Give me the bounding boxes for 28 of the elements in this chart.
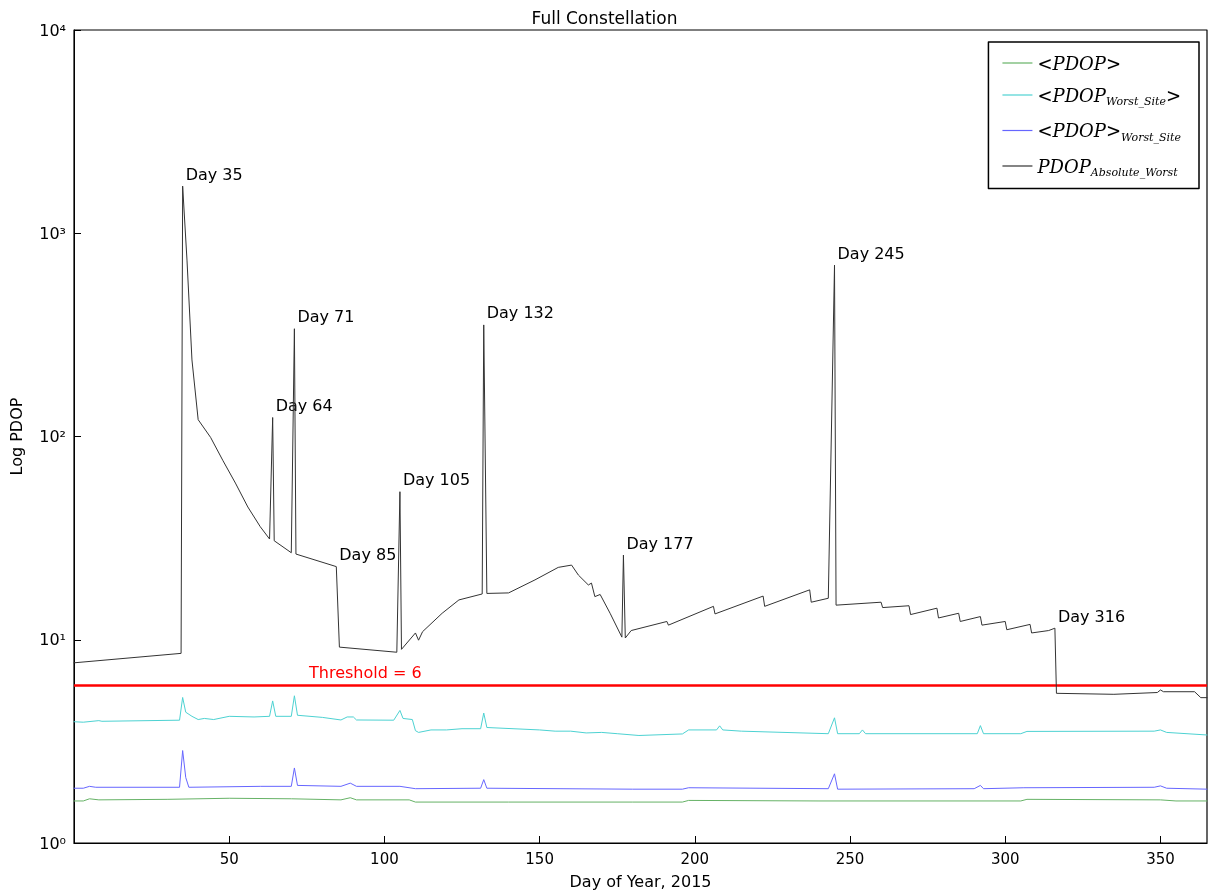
x-axis-title: Day of Year, 2015: [569, 871, 712, 891]
annotation: Day 85: [339, 545, 397, 565]
chart-title: Full Constellation: [531, 7, 678, 28]
x-tick-label: 150: [525, 849, 554, 868]
annotation: Day 105: [402, 470, 471, 490]
y-tick-label: 10¹: [39, 630, 66, 650]
line-series: [73, 750, 1208, 790]
y-tick-label: 10²: [39, 427, 66, 446]
line-series: [73, 695, 1208, 736]
x-tick-label: 350: [1146, 849, 1175, 868]
y-tick-label: 10⁰: [39, 833, 66, 853]
annotation: Day 177: [626, 533, 694, 553]
legend-label: <PDOP>: [1037, 52, 1122, 74]
x-tick-label: 100: [370, 849, 399, 868]
annotation: Day 35: [185, 164, 243, 184]
x-tick-label: 200: [680, 849, 710, 868]
y-axis-title: Log PDOP: [6, 397, 26, 476]
annotation: Day 245: [837, 243, 905, 263]
x-tick-label: 300: [990, 849, 1020, 868]
annotation: Day 71: [297, 307, 355, 327]
annotation: Day 316: [1057, 606, 1126, 626]
line-series: [73, 185, 1208, 699]
y-tick-label: 10³: [39, 223, 66, 243]
y-tick-label: 10⁴: [39, 20, 66, 40]
ref-line-label: Threshold = 6: [308, 663, 422, 683]
x-tick-label: 50: [219, 849, 239, 868]
annotation: Day 132: [486, 303, 554, 323]
x-tick-label: 250: [835, 849, 865, 868]
